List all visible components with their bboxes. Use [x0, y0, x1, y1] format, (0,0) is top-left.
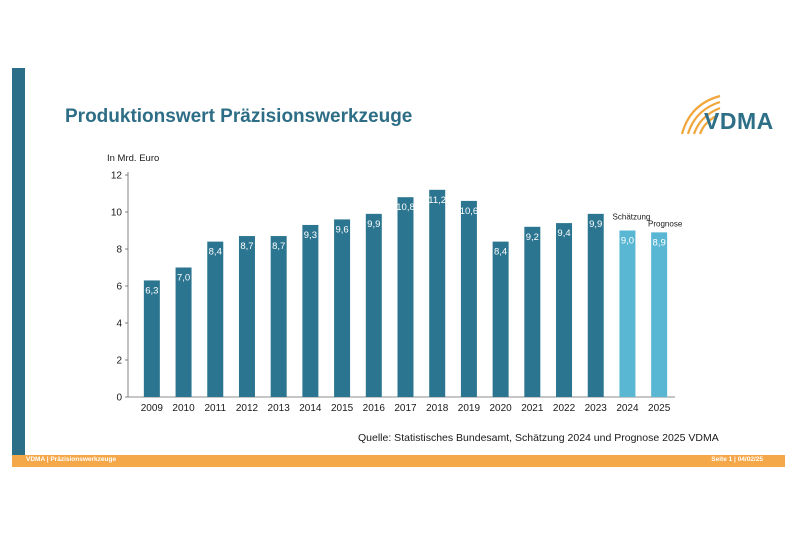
- bar-2009: [143, 280, 160, 397]
- footer-right: Seite 1 | 04/02/25: [711, 456, 763, 463]
- y-tick-label: 10: [111, 208, 123, 219]
- slide-title: Produktionswert Präzisionswerkzeuge: [65, 106, 413, 127]
- bar-2012: [238, 236, 255, 397]
- y-tick-label: 8: [116, 245, 122, 256]
- x-tick-label: 2010: [172, 403, 195, 414]
- bar-value-label: 6,3: [145, 285, 158, 296]
- bar-value-label: 10,8: [396, 202, 415, 213]
- y-tick-label: 2: [116, 356, 122, 367]
- bar-value-label: 9,9: [367, 219, 380, 230]
- y-tick-label: 0: [116, 393, 122, 404]
- bar-2021: [524, 226, 541, 397]
- bar-value-label: 9,3: [304, 230, 317, 241]
- x-tick-label: 2025: [648, 403, 671, 414]
- y-tick-label: 12: [111, 171, 123, 182]
- vdma-logo-text: VDMA: [704, 108, 774, 134]
- y-tick-label: 4: [116, 319, 122, 330]
- bar-2022: [556, 223, 573, 397]
- source-note: Quelle: Statistisches Bundesamt, Schätzu…: [358, 432, 719, 444]
- bar-2020: [492, 241, 509, 397]
- bar-2019: [460, 200, 477, 397]
- bar-2010: [175, 267, 192, 397]
- bar-2018: [429, 189, 446, 397]
- y-axis-label: In Mrd. Euro: [107, 153, 159, 164]
- slide: Produktionswert Präzisionswerkzeuge VDMA…: [12, 68, 785, 468]
- footer-separator-right: |: [732, 456, 738, 463]
- footer-separator: |: [44, 456, 51, 463]
- x-tick-label: 2009: [141, 403, 164, 414]
- bar-2024: [619, 230, 636, 397]
- vdma-logo-arcs-icon: [680, 94, 721, 135]
- bar-value-label: 8,7: [272, 241, 285, 252]
- bar-annotation: Schätzung: [613, 213, 651, 222]
- y-tick-label: 6: [116, 282, 122, 293]
- x-tick-label: 2023: [585, 403, 608, 414]
- x-tick-label: 2018: [426, 403, 449, 414]
- bar-value-label: 11,2: [428, 195, 446, 206]
- footer-page: Seite 1: [711, 456, 733, 463]
- bar-2016: [365, 213, 382, 397]
- bar-2017: [397, 197, 414, 397]
- bar-value-label: 8,4: [494, 247, 507, 258]
- x-tick-label: 2011: [205, 403, 227, 414]
- side-accent-bar: [12, 68, 25, 455]
- x-tick-label: 2014: [299, 403, 322, 414]
- footer-left: VDMA | Präzisionswerkzeuge: [26, 456, 116, 463]
- bar-value-label: 9,0: [621, 236, 634, 247]
- x-tick-label: 2012: [236, 403, 259, 414]
- bar-2015: [334, 219, 351, 397]
- x-tick-label: 2024: [616, 403, 639, 414]
- bar-2011: [207, 241, 224, 397]
- x-tick-label: 2019: [458, 403, 481, 414]
- footer-topic: Präzisionswerkzeuge: [50, 456, 117, 463]
- bar-2013: [270, 236, 287, 397]
- footer-org: VDMA: [26, 456, 45, 463]
- x-tick-label: 2013: [268, 403, 291, 414]
- x-tick-label: 2017: [394, 403, 417, 414]
- x-tick-label: 2021: [521, 403, 544, 414]
- footer-date: 04/02/25: [737, 456, 763, 463]
- bar-value-label: 9,2: [526, 232, 539, 243]
- bar-2023: [587, 213, 604, 397]
- bar-value-label: 8,4: [209, 247, 222, 258]
- bar-value-label: 9,4: [557, 228, 570, 239]
- x-tick-label: 2016: [363, 403, 386, 414]
- footer-bar: VDMA | Präzisionswerkzeuge Seite 1 | 04/…: [12, 455, 785, 467]
- bar-2014: [302, 224, 319, 397]
- bar-value-label: 10,6: [460, 206, 479, 217]
- bar-value-label: 9,6: [335, 224, 348, 235]
- bar-chart: In Mrd. Euro 0 2 4 6 8 10 12 6,3 2009 7,0 2010 8,4 20…: [107, 153, 683, 414]
- x-tick-label: 2022: [553, 403, 576, 414]
- bar-value-label: 8,7: [240, 241, 253, 252]
- x-tick-label: 2015: [331, 403, 354, 414]
- vdma-logo: VDMA: [670, 88, 780, 148]
- bar-value-label: 9,9: [589, 219, 602, 230]
- bar-annotation: Prognose: [648, 219, 683, 228]
- bar-value-label: 8,9: [653, 237, 666, 248]
- bar-value-label: 7,0: [177, 273, 190, 284]
- x-tick-label: 2020: [489, 403, 512, 414]
- bar-2025: [651, 232, 668, 397]
